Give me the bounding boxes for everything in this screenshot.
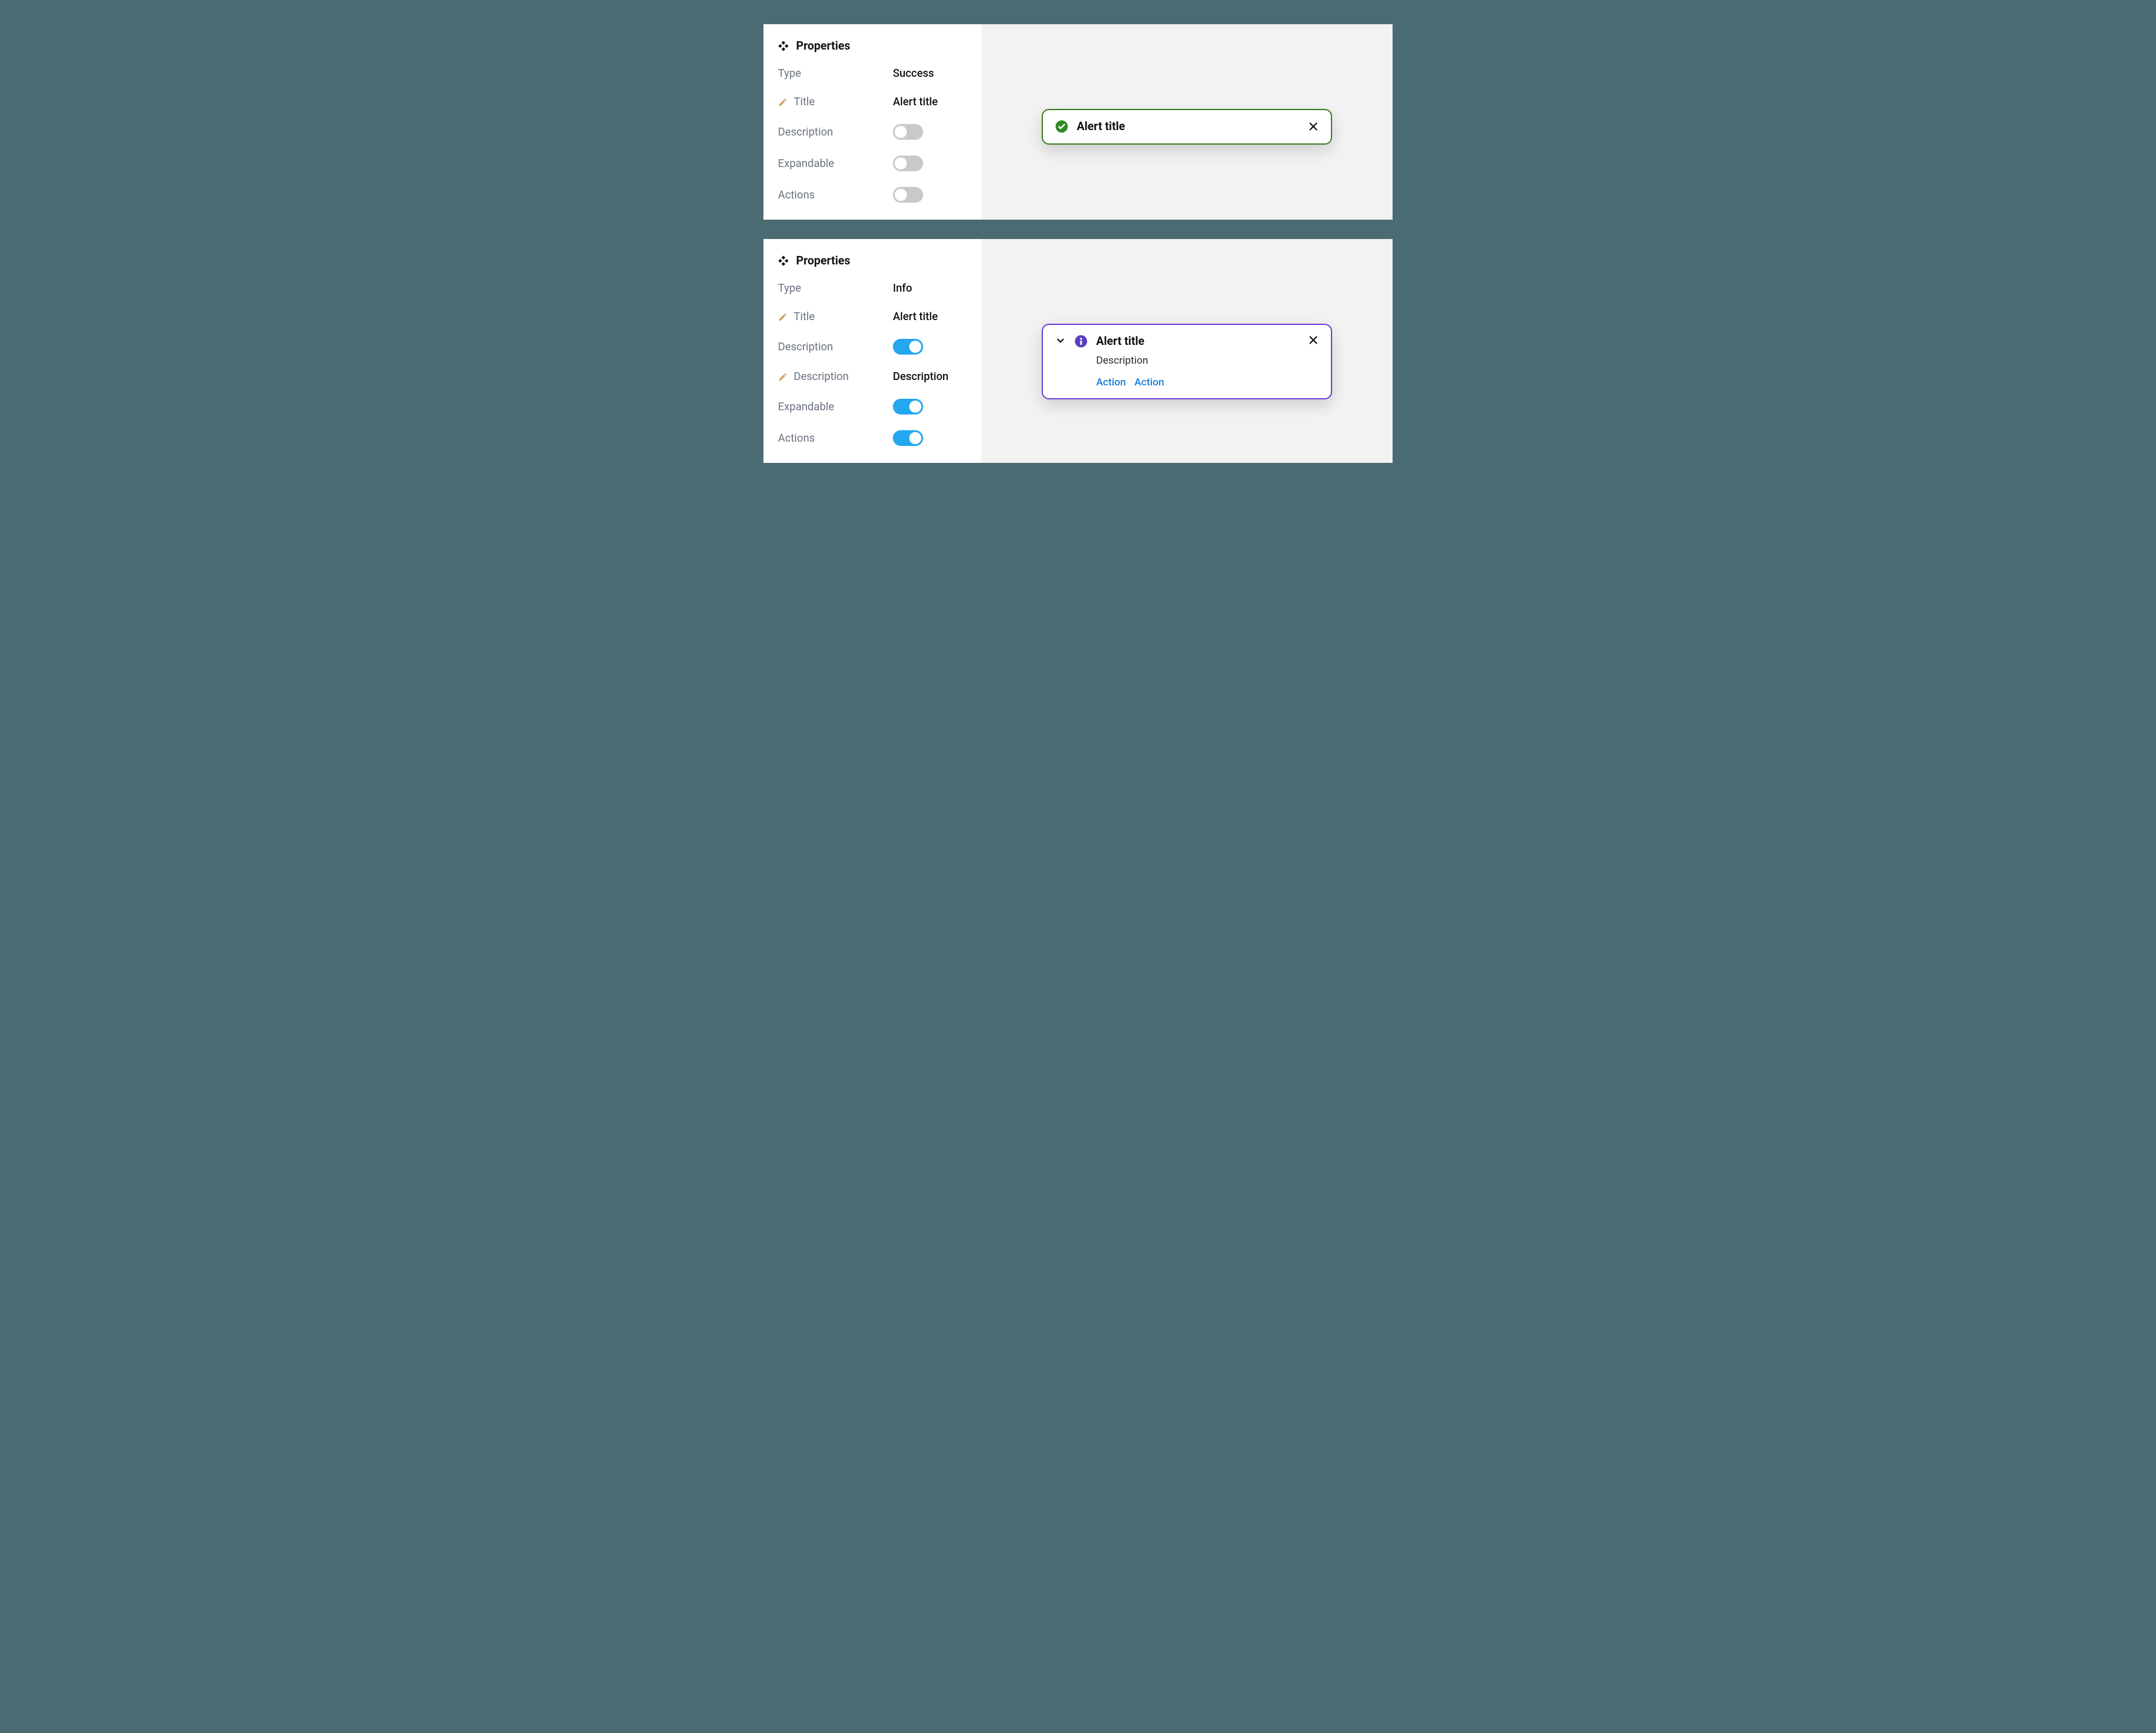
prop-row-title: Title Alert title xyxy=(778,310,967,323)
chevron-down-icon[interactable] xyxy=(1055,335,1066,346)
prop-row-description: Description xyxy=(778,339,967,355)
prop-value-type[interactable]: Success xyxy=(893,67,934,80)
prop-row-description: Description xyxy=(778,124,967,140)
prop-row-expandable: Expandable xyxy=(778,399,967,414)
close-icon[interactable] xyxy=(1308,121,1319,132)
success-check-icon xyxy=(1055,120,1068,133)
prop-label-type: Type xyxy=(778,67,893,80)
panel-header: Properties xyxy=(778,39,967,53)
prop-label-description-text: Description xyxy=(778,370,893,383)
prop-label-description: Description xyxy=(778,341,893,353)
alert-success: Alert title xyxy=(1042,109,1332,145)
prop-value-description-text[interactable]: Description xyxy=(893,370,949,383)
toggle-expandable[interactable] xyxy=(893,399,923,414)
info-icon xyxy=(1074,335,1088,348)
prop-value-type[interactable]: Info xyxy=(893,282,912,295)
alert-title: Alert title xyxy=(1077,120,1295,134)
toggle-description[interactable] xyxy=(893,339,923,355)
pencil-icon xyxy=(778,97,788,107)
component-icon xyxy=(778,255,789,266)
prop-label-title-text: Title xyxy=(794,96,815,108)
alert-title: Alert title xyxy=(1096,335,1295,349)
properties-panel: Properties Type Info Title Alert title D… xyxy=(763,239,981,463)
prop-row-expandable: Expandable xyxy=(778,156,967,171)
alert-action-2[interactable]: Action xyxy=(1134,376,1164,388)
alert-actions: Action Action xyxy=(1096,376,1295,388)
prop-row-actions: Actions xyxy=(778,187,967,203)
prop-label-actions: Actions xyxy=(778,432,893,445)
pencil-icon xyxy=(778,372,788,382)
close-icon[interactable] xyxy=(1308,335,1319,346)
preview-area: Alert title xyxy=(981,24,1393,220)
prop-label-title: Title xyxy=(778,310,893,323)
properties-panel: Properties Type Success Title Alert titl… xyxy=(763,24,981,220)
preview-area: Alert title Description Action Action xyxy=(981,239,1393,463)
prop-label-expandable: Expandable xyxy=(778,157,893,170)
prop-row-actions: Actions xyxy=(778,430,967,446)
prop-label-expandable: Expandable xyxy=(778,401,893,413)
example-card-1: Properties Type Success Title Alert titl… xyxy=(763,24,1393,220)
toggle-actions[interactable] xyxy=(893,187,923,203)
toggle-description[interactable] xyxy=(893,124,923,140)
alert-body: Alert title Description Action Action xyxy=(1096,335,1295,388)
prop-row-type: Type Info xyxy=(778,282,967,295)
prop-label-title-text: Title xyxy=(794,310,815,323)
panel-header: Properties xyxy=(778,254,967,267)
prop-value-title[interactable]: Alert title xyxy=(893,96,938,108)
alert-info: Alert title Description Action Action xyxy=(1042,324,1332,399)
prop-label-type: Type xyxy=(778,282,893,295)
example-card-2: Properties Type Info Title Alert title D… xyxy=(763,239,1393,463)
panel-title: Properties xyxy=(796,254,851,267)
prop-label-description-text-label: Description xyxy=(794,370,849,383)
prop-row-description-text: Description Description xyxy=(778,370,967,383)
pencil-icon xyxy=(778,312,788,322)
prop-row-title: Title Alert title xyxy=(778,96,967,108)
alert-action-1[interactable]: Action xyxy=(1096,376,1126,388)
alert-body: Alert title xyxy=(1077,120,1295,134)
prop-label-title: Title xyxy=(778,96,893,108)
panel-title: Properties xyxy=(796,39,851,53)
prop-row-type: Type Success xyxy=(778,67,967,80)
prop-label-actions: Actions xyxy=(778,189,893,201)
component-icon xyxy=(778,41,789,51)
toggle-actions[interactable] xyxy=(893,430,923,446)
alert-description: Description xyxy=(1096,355,1295,367)
toggle-expandable[interactable] xyxy=(893,156,923,171)
prop-label-description: Description xyxy=(778,126,893,139)
prop-value-title[interactable]: Alert title xyxy=(893,310,938,323)
